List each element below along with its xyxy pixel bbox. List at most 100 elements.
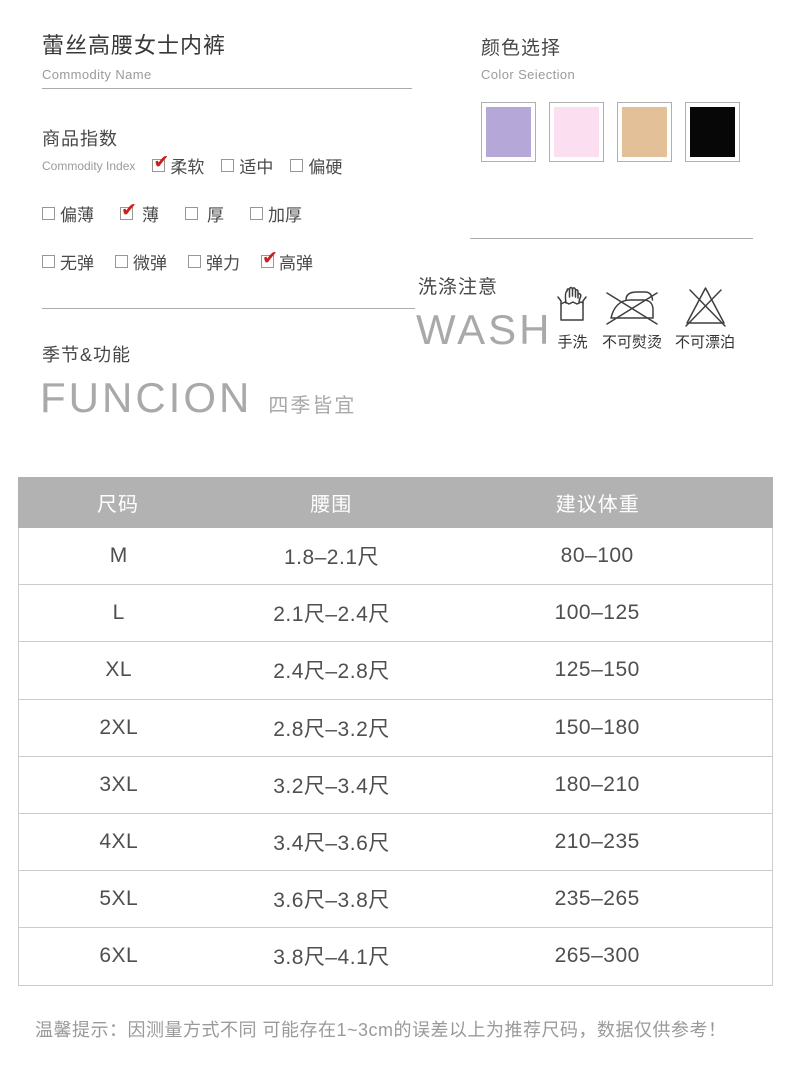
checkbox-slight-stretch[interactable]: 微弹 (115, 249, 167, 274)
checkbox-label: 柔软 (170, 158, 205, 177)
checkbox-box (250, 207, 263, 220)
cell-size: 6XL (99, 944, 139, 968)
checkbox-extra-thick[interactable]: 加厚 (250, 201, 302, 226)
checkbox-label: 高弹 (279, 254, 313, 273)
cell-weight: 180–210 (554, 772, 640, 796)
cell-waist: 2.8尺–3.2尺 (273, 717, 390, 741)
checkbox-box (188, 255, 201, 268)
season-function-title: 季节&功能 (42, 345, 132, 365)
checkbox-firm[interactable]: 偏硬 (290, 153, 342, 178)
color-selection-title: 颜色选择 (481, 38, 562, 59)
table-row: XL 2.4尺–2.8尺 125–150 (19, 642, 772, 700)
care-hand-wash: 手洗 (556, 281, 589, 352)
color-swatch-black[interactable] (685, 102, 740, 162)
cell-waist: 1.8–2.1尺 (283, 546, 380, 570)
cell-size: 5XL (99, 887, 139, 911)
table-row: L 2.1尺–2.4尺 100–125 (19, 585, 772, 643)
cell-waist: 2.4尺–2.8尺 (273, 660, 390, 684)
product-name-subtitle: Commodity Name (42, 67, 152, 82)
washing-title: 洗涤注意 (418, 277, 499, 298)
checkbox-high-stretch[interactable]: 高弹 (261, 247, 313, 274)
checkbox-box (185, 207, 198, 220)
checkbox-box (120, 199, 137, 222)
cell-weight: 80–100 (560, 544, 634, 568)
commodity-index-subtitle: Commodity Index (42, 158, 136, 173)
color-swatch-fill (622, 107, 667, 157)
checkbox-thin[interactable]: 薄 (120, 199, 159, 226)
cell-size: 2XL (99, 715, 139, 739)
hand-wash-icon (556, 281, 589, 328)
checkbox-box (42, 255, 55, 268)
color-swatch-tan[interactable] (617, 102, 672, 162)
checkbox-stretch[interactable]: 弹力 (188, 249, 240, 274)
no-bleach-icon (682, 281, 729, 328)
checkbox-thinner[interactable]: 偏薄 (42, 201, 94, 226)
header-size: 尺码 (97, 494, 140, 516)
table-row: 2XL 2.8尺–3.2尺 150–180 (19, 699, 772, 757)
care-no-iron: 不可熨烫 (602, 281, 662, 352)
product-name: 蕾丝高腰女士内裤 (42, 33, 227, 58)
care-label: 不可漂泊 (675, 334, 736, 351)
cell-size: M (109, 544, 128, 568)
checkbox-no-stretch[interactable]: 无弹 (42, 249, 94, 274)
cell-weight: 100–125 (554, 601, 640, 625)
care-label: 不可熨烫 (602, 334, 663, 351)
header-waist: 腰围 (310, 494, 353, 516)
cell-weight: 210–235 (554, 830, 640, 854)
size-chart-table: 尺码 腰围 建议体重 M 1.8–2.1尺 80–100 L 2.1尺–2.4尺… (18, 477, 773, 986)
cell-weight: 265–300 (554, 944, 640, 968)
color-swatch-light-pink[interactable] (549, 102, 604, 162)
cell-size: L (112, 601, 125, 625)
commodity-index-title: 商品指数 (42, 129, 118, 149)
checkbox-label: 偏薄 (60, 206, 94, 225)
table-row: 4XL 3.4尺–3.6尺 210–235 (19, 813, 772, 872)
checkbox-medium[interactable]: 适中 (221, 153, 273, 178)
cell-waist: 3.2尺–3.4尺 (273, 774, 390, 798)
care-no-bleach: 不可漂泊 (675, 281, 735, 352)
checkbox-label: 厚 (207, 206, 224, 225)
function-note: 四季皆宜 (268, 395, 357, 417)
color-swatch-fill (486, 107, 531, 157)
function-big-label: FUNCION (40, 374, 253, 421)
color-selection-section: 颜色选择 Color Seiection (481, 33, 575, 82)
checkbox-box (221, 159, 235, 172)
checkbox-box (152, 151, 169, 174)
no-iron-icon (604, 281, 660, 328)
washing-big-label: WASH (416, 306, 553, 353)
checkbox-soft[interactable]: 柔软 (152, 151, 205, 178)
cell-size: 3XL (99, 772, 139, 796)
divider (42, 308, 415, 309)
color-swatch-row (481, 102, 740, 162)
season-function-row: FUNCION 四季皆宜 (40, 374, 356, 422)
cell-size: 4XL (99, 830, 139, 854)
care-icon-row: 手洗 不可熨烫 不可漂泊 (556, 281, 735, 352)
table-row: 6XL 3.8尺–4.1尺 265–300 (19, 928, 772, 986)
commodity-index-row-softness: Commodity Index 柔软 适中 偏硬 (42, 151, 342, 178)
checkbox-label: 加厚 (268, 206, 302, 225)
checkbox-box (42, 207, 55, 220)
cell-weight: 235–265 (554, 887, 640, 911)
table-row: M 1.8–2.1尺 80–100 (19, 528, 772, 586)
checkbox-label: 偏硬 (308, 158, 343, 177)
care-label: 手洗 (557, 334, 588, 351)
cell-weight: 150–180 (554, 715, 640, 739)
color-selection-subtitle: Color Seiection (481, 67, 576, 82)
checkbox-label: 弹力 (206, 254, 240, 273)
commodity-index-row-thickness: 偏薄 薄 厚 加厚 (42, 199, 302, 226)
color-swatch-lavender[interactable] (481, 102, 536, 162)
table-row: 5XL 3.6尺–3.8尺 235–265 (19, 871, 772, 929)
color-swatch-fill (554, 107, 599, 157)
checkbox-label: 微弹 (133, 254, 167, 273)
color-swatch-fill (690, 107, 735, 157)
checkbox-thick[interactable]: 厚 (185, 201, 224, 226)
size-chart-header-row: 尺码 腰围 建议体重 (18, 477, 773, 528)
header-weight: 建议体重 (555, 494, 640, 516)
cell-weight: 125–150 (554, 658, 640, 682)
checkbox-box (290, 159, 304, 172)
commodity-index-row-stretch: 无弹 微弹 弹力 高弹 (42, 247, 313, 274)
checkbox-box (261, 247, 278, 270)
checkbox-label: 适中 (239, 158, 274, 177)
cell-waist: 3.6尺–3.8尺 (273, 889, 390, 913)
size-chart-body: M 1.8–2.1尺 80–100 L 2.1尺–2.4尺 100–125 XL… (18, 528, 773, 986)
table-row: 3XL 3.2尺–3.4尺 180–210 (19, 756, 772, 814)
